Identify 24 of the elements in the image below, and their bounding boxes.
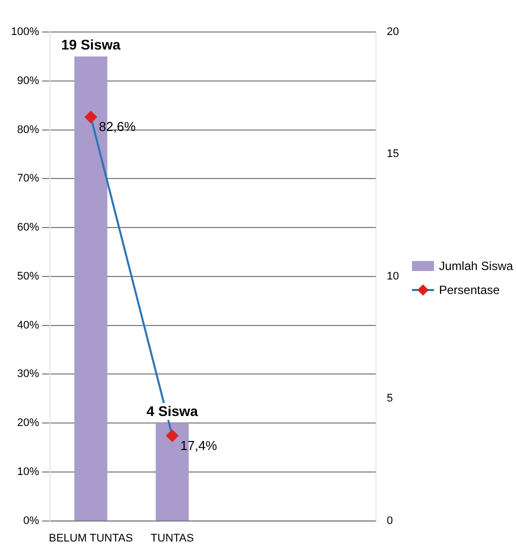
y-tick-label: 80% (17, 124, 40, 136)
y-tick-label: 10% (17, 466, 40, 478)
y2-tick-label: 15 (386, 148, 400, 160)
data-label: 19 Siswa (61, 36, 121, 52)
y-tick-label: 50% (17, 270, 40, 282)
data-label: 17,4% (180, 438, 218, 453)
y-tick-label: 30% (17, 368, 40, 380)
legend-label: Jumlah Siswa (439, 259, 514, 273)
y-tick-label: 40% (17, 319, 40, 332)
legend-label: Persentase (439, 283, 500, 297)
y-tick-label: 60% (17, 222, 40, 234)
y-tick-label: 0% (23, 514, 40, 527)
x-tick-label: TUNTAS (150, 532, 194, 544)
x-tick-label: BELUM TUNTAS (48, 532, 133, 544)
y2-tick-label: 20 (386, 26, 400, 38)
data-label: 82,6% (98, 119, 136, 134)
y2-tick-label: 10 (386, 270, 400, 282)
data-label: 4 Siswa (146, 402, 198, 419)
y-tick-label: 20% (17, 417, 40, 430)
y2-tick-label: 0 (386, 514, 393, 527)
y2-tick-label: 5 (386, 392, 393, 405)
y-tick-label: 100% (10, 26, 40, 38)
y-tick-label: 90% (17, 74, 40, 87)
y-tick-label: 70% (17, 172, 40, 185)
